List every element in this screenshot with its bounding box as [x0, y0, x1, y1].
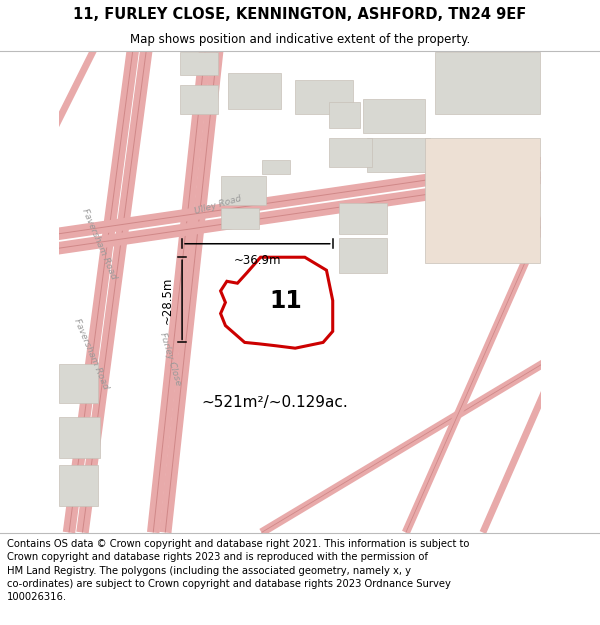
- Polygon shape: [59, 465, 98, 506]
- Polygon shape: [329, 138, 372, 167]
- Polygon shape: [221, 258, 333, 348]
- Text: Faversham Road: Faversham Road: [71, 318, 110, 391]
- Text: Contains OS data © Crown copyright and database right 2021. This information is : Contains OS data © Crown copyright and d…: [7, 539, 470, 602]
- Text: 11, FURLEY CLOSE, KENNINGTON, ASHFORD, TN24 9EF: 11, FURLEY CLOSE, KENNINGTON, ASHFORD, T…: [73, 7, 527, 22]
- Polygon shape: [221, 208, 259, 229]
- Text: ~36.9m: ~36.9m: [233, 254, 281, 268]
- Polygon shape: [338, 238, 386, 272]
- Polygon shape: [179, 85, 218, 114]
- Polygon shape: [338, 203, 386, 234]
- Text: ~28.5m: ~28.5m: [160, 276, 173, 324]
- Polygon shape: [362, 99, 425, 133]
- Polygon shape: [221, 176, 266, 205]
- Text: Faversham Road: Faversham Road: [80, 207, 118, 281]
- Polygon shape: [262, 159, 290, 174]
- Polygon shape: [329, 102, 360, 128]
- Text: ~521m²/~0.129ac.: ~521m²/~0.129ac.: [202, 395, 348, 410]
- Polygon shape: [59, 364, 98, 403]
- Polygon shape: [295, 80, 353, 114]
- Polygon shape: [179, 52, 218, 75]
- Text: Furley Close: Furley Close: [158, 332, 182, 387]
- Text: Ulley Road: Ulley Road: [194, 194, 242, 216]
- Text: 11: 11: [269, 289, 302, 314]
- Polygon shape: [425, 138, 539, 263]
- Text: Map shows position and indicative extent of the property.: Map shows position and indicative extent…: [130, 34, 470, 46]
- Polygon shape: [59, 417, 100, 458]
- Polygon shape: [367, 138, 430, 171]
- Polygon shape: [228, 73, 281, 109]
- Polygon shape: [435, 52, 539, 114]
